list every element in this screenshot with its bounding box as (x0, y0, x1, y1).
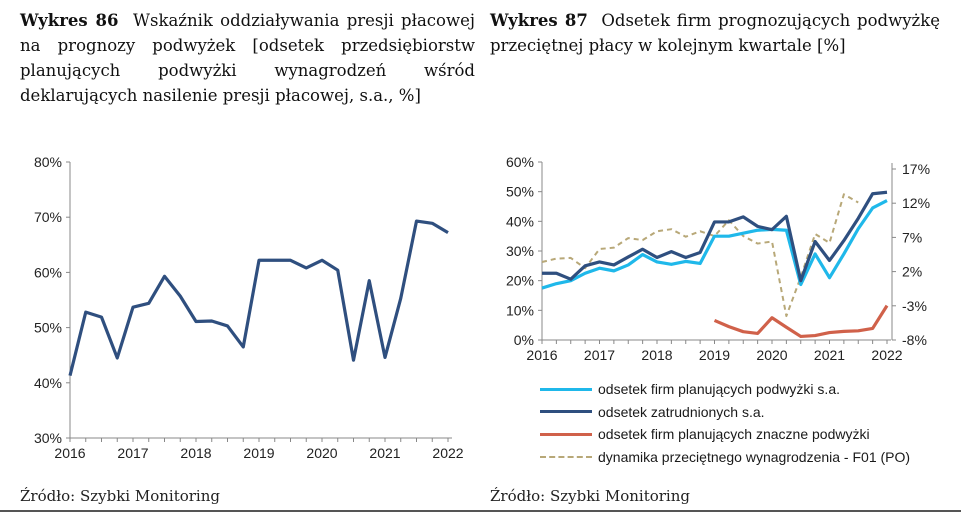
y-tick-label: 30% (34, 430, 62, 446)
y-tick-label: 50% (506, 184, 534, 200)
x-tick-label: 2020 (306, 445, 337, 461)
x-tick-label: 2018 (641, 347, 672, 363)
legend-swatch (540, 410, 592, 414)
legend-label: odsetek firm planujących znaczne podwyżk… (598, 426, 870, 443)
chart-87-title-text: Odsetek firm prognozujących podwyżkę prz… (490, 11, 940, 55)
legend-swatch (540, 455, 592, 458)
chart-87-label: Wykres 87 (490, 11, 588, 30)
chart-87-legend: odsetek firm planujących podwyżki s.a. o… (540, 378, 910, 468)
bottom-divider (0, 510, 961, 512)
legend-label: dynamika przeciętnego wynagrodzenia - F0… (598, 448, 911, 465)
chart-86-label: Wykres 86 (20, 11, 119, 30)
y2-tick-label: 2% (902, 264, 922, 280)
x-tick-label: 2019 (243, 445, 274, 461)
x-tick-label: 2019 (699, 347, 730, 363)
x-tick-label: 2017 (584, 347, 615, 363)
legend-swatch (540, 387, 592, 391)
y-tick-label: 10% (506, 302, 534, 318)
legend-item: odsetek firm planujących znaczne podwyżk… (540, 423, 910, 446)
chart-86-source: Źródło: Szybki Monitoring (20, 487, 220, 505)
x-tick-label: 2018 (180, 445, 211, 461)
x-tick-label: 2020 (756, 347, 787, 363)
y2-tick-label: -8% (902, 332, 927, 348)
series-line-2 (713, 304, 889, 339)
x-tick-label: 2022 (871, 347, 902, 363)
legend-item: odsetek firm planujących podwyżki s.a. (540, 378, 910, 401)
x-tick-label: 2016 (54, 445, 85, 461)
y-tick-label: 70% (34, 209, 62, 225)
x-tick-label: 2022 (432, 445, 463, 461)
chart-87-source: Źródło: Szybki Monitoring (490, 487, 690, 505)
x-tick-label: 2021 (814, 347, 845, 363)
y2-tick-label: 7% (902, 229, 922, 245)
chart-86-title-text: Wskaźnik oddziaływania presji płacowej n… (20, 11, 475, 105)
y-tick-label: 60% (506, 154, 534, 170)
y-tick-label: 40% (34, 375, 62, 391)
series-line-0 (541, 199, 888, 290)
y2-tick-label: 17% (902, 161, 930, 177)
legend-label: odsetek zatrudnionych s.a. (598, 403, 765, 420)
y-tick-label: 80% (34, 154, 62, 170)
legend-label: odsetek firm planujących podwyżki s.a. (598, 381, 840, 398)
y-tick-label: 30% (506, 243, 534, 259)
series-line-1 (542, 190, 888, 283)
legend-swatch (540, 432, 592, 436)
chart-86-title: Wykres 86 Wskaźnik oddziaływania presji … (20, 8, 475, 108)
x-tick-label: 2016 (526, 347, 557, 363)
x-tick-label: 2021 (369, 445, 400, 461)
y2-tick-label: 12% (902, 195, 930, 211)
series-line-0 (68, 219, 449, 377)
legend-item: odsetek zatrudnionych s.a. (540, 401, 910, 424)
series-line-3 (541, 193, 859, 318)
y2-tick-label: -3% (902, 298, 927, 314)
y-tick-label: 50% (34, 320, 62, 336)
chart-87-title: Wykres 87 Odsetek firm prognozujących po… (490, 8, 940, 58)
legend-item: dynamika przeciętnego wynagrodzenia - F0… (540, 446, 910, 469)
y-tick-label: 60% (34, 264, 62, 280)
y-tick-label: 40% (506, 213, 534, 229)
y-tick-label: 0% (514, 332, 534, 348)
x-tick-label: 2017 (117, 445, 148, 461)
y-tick-label: 20% (506, 273, 534, 289)
